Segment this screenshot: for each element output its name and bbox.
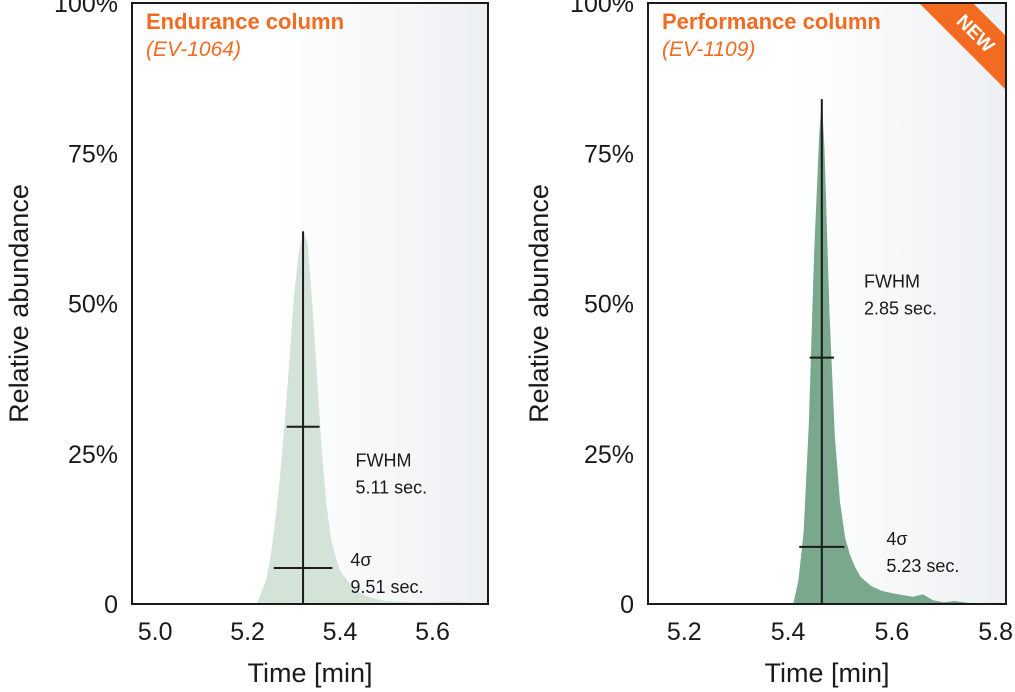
chart2-peak-area <box>793 99 975 604</box>
chart2-xtick-label: 5.2 <box>667 618 702 646</box>
chart1-plot-frame <box>131 2 489 605</box>
chart2-xtick-label: 5.4 <box>771 618 806 646</box>
chart2-ytick-label: 25% <box>584 441 634 469</box>
chart1-title: Endurance column <box>146 9 344 34</box>
chart1-x-axis-title: Time [min] <box>247 658 372 688</box>
chart1-ytick-label: 50% <box>68 291 118 319</box>
chart1-ytick-label: 100% <box>54 0 118 18</box>
chart2-subtitle: (EV-1109) <box>662 38 755 61</box>
chart1-ytick-label: 0 <box>104 591 118 619</box>
chart1-peak-area <box>256 231 479 604</box>
chart2-ytick-label: 0 <box>620 591 634 619</box>
chart1-annotation-label-1: FWHM <box>355 451 411 471</box>
chart2-title: Performance column <box>662 9 881 34</box>
chart1-ytick-label: 25% <box>68 441 118 469</box>
chart2-xtick-label: 5.6 <box>874 618 909 646</box>
chart2-ytick-label: 50% <box>584 291 634 319</box>
chart2-y-axis-title: Relative abundance <box>524 184 554 423</box>
chart2-annotation-value-2: 5.23 sec. <box>886 556 959 576</box>
chart1-xtick-label: 5.6 <box>415 618 450 646</box>
chart2-annotation-label-2: 4σ <box>886 529 907 549</box>
chart2-annotation-label-1: FWHM <box>864 272 920 292</box>
chart1-y-axis-title: Relative abundance <box>4 184 34 423</box>
chart1-annotation-value-1: 5.11 sec. <box>355 478 427 498</box>
chart1-annotation-label-2: 4σ <box>350 550 371 570</box>
chart2-badge-ribbon <box>913 3 1006 96</box>
chart2-plot-frame <box>647 2 1007 605</box>
chart2-ytick-label: 100% <box>570 0 634 18</box>
chart2-xtick-label: 5.8 <box>978 618 1013 646</box>
chart1-ytick-label: 75% <box>68 140 118 168</box>
chart1-xtick-label: 5.2 <box>230 618 265 646</box>
chart2-annotation-value-1: 2.85 sec. <box>864 299 937 319</box>
chart1-panel: FWHM 5.11 sec. 4σ 9.51 sec. 0 25% 50% 75% 100% 5.… <box>4 0 489 688</box>
chart2-x-axis-title: Time [min] <box>764 658 889 688</box>
chart1-subtitle: (EV-1064) <box>146 38 241 61</box>
chart2-ytick-label: 75% <box>584 140 634 168</box>
chart1-xtick-label: 5.4 <box>323 618 358 646</box>
chart1-annotation-value-2: 9.51 sec. <box>350 577 423 597</box>
chart1-xtick-label: 5.0 <box>138 618 173 646</box>
